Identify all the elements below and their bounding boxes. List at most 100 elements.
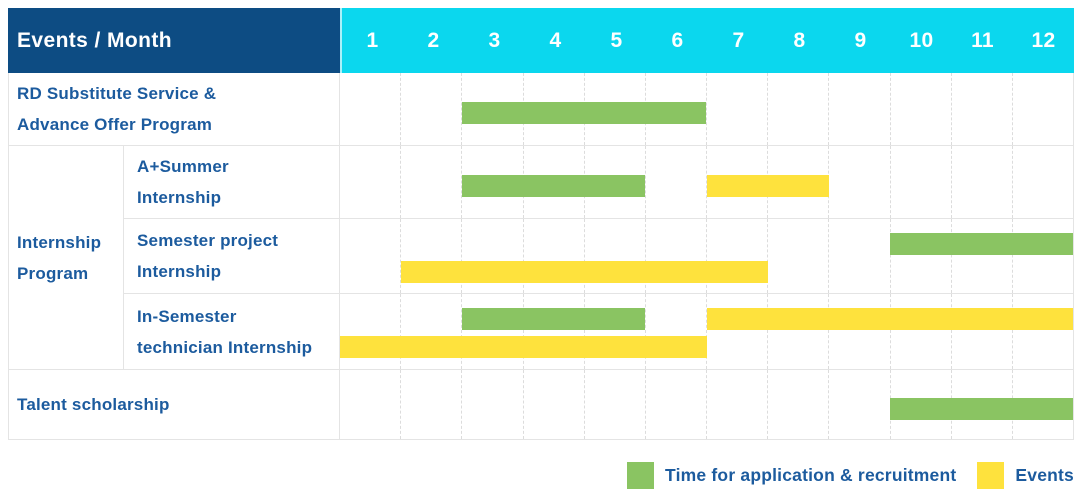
row-timeline (340, 219, 1074, 294)
row-label: In-Semester technician Internship (124, 294, 340, 370)
gantt-bar-yellow (706, 175, 829, 197)
month-gridline-cell (401, 73, 463, 145)
month-gridline-cell (524, 294, 585, 369)
row-label: Talent scholarship (8, 370, 340, 440)
month-gridline-cell (340, 219, 402, 293)
row-label-line: In-Semester (137, 306, 237, 326)
legend-item: Time for application & recruitment (627, 462, 956, 489)
gantt-bar-yellow (401, 261, 768, 283)
month-gridline-cell (462, 219, 524, 293)
row-label-line: A+Summer (137, 157, 229, 176)
legend-swatch-yellow (977, 462, 1005, 489)
legend-label: Time for application & recruitment (665, 465, 957, 485)
month-gridline-cell (952, 146, 1013, 218)
row-label: RD Substitute Service & Advance Offer Pro… (8, 73, 340, 146)
row-label-line: Internship (137, 188, 222, 207)
month-gridline-cell (524, 370, 585, 439)
month-gridline-cell (829, 294, 891, 369)
month-gridline-cell (1013, 73, 1073, 145)
month-gridline-cell (646, 219, 708, 293)
month-gridline-cell (646, 294, 708, 369)
month-gridline-cell (340, 73, 402, 145)
month-gridline-cell (401, 219, 463, 293)
row-timeline (340, 146, 1074, 219)
month-header-cell: 1 (366, 28, 379, 52)
month-gridline-cell (401, 146, 463, 218)
month-gridline-cell (707, 370, 769, 439)
row-timeline (340, 73, 1074, 146)
month-gridline-cell (891, 219, 952, 293)
row-label-line: technician Internship (137, 337, 313, 357)
group-label-line: Internship (17, 232, 102, 252)
gantt-bar-yellow (706, 308, 1073, 330)
legend-swatch-green (627, 462, 655, 489)
row-label-line: Semester project (137, 231, 279, 250)
legend-item: Events (977, 462, 1074, 489)
month-gridline-cell (829, 146, 891, 218)
month-gridline-cell (768, 73, 830, 145)
row-label-line: Internship (137, 262, 222, 281)
gantt-bar-green (889, 233, 1073, 255)
month-header-cell: 11 (971, 28, 994, 52)
group-label-line: Program (17, 263, 89, 283)
month-header-cell: 6 (671, 28, 684, 52)
month-header-cell: 10 (909, 28, 934, 52)
row-timeline (340, 370, 1074, 440)
month-gridline-cell (768, 294, 830, 369)
month-gridline-cell (952, 294, 1013, 369)
month-gridline-cell (1013, 294, 1073, 369)
month-gridline-cell (768, 146, 830, 218)
month-gridline-cell (952, 73, 1013, 145)
month-gridline-cell (768, 370, 830, 439)
row-label-line: RD Substitute Service & (17, 84, 217, 103)
gantt-bar-green (889, 397, 1073, 420)
month-gridline-cell (707, 219, 769, 293)
month-gridline-cell (829, 370, 891, 439)
month-gridline-cell (524, 219, 585, 293)
row-label-line: Talent scholarship (17, 395, 170, 414)
month-header-cell: 5 (610, 28, 623, 52)
legend: Time for application & recruitment Events (8, 462, 1074, 489)
month-gridline-cell (585, 294, 646, 369)
month-gridlines (340, 219, 1073, 293)
month-gridline-cell (585, 219, 646, 293)
gantt-bar-green (462, 308, 646, 330)
month-gridline-cell (1013, 146, 1073, 218)
month-gridlines (340, 294, 1073, 369)
month-header-cell: 4 (549, 28, 562, 52)
month-gridline-cell (646, 370, 708, 439)
month-gridline-cell (646, 73, 708, 145)
gantt-bar-green (462, 102, 707, 124)
month-gridline-cell (707, 73, 769, 145)
month-header-cell: 9 (854, 28, 867, 52)
row-label-line: Advance Offer Program (17, 115, 213, 134)
month-gridline-cell (401, 294, 463, 369)
month-header-cell: 7 (732, 28, 745, 52)
gantt-table: Events / Month 1 2 3 4 5 6 7 8 9 10 11 12 RD Substi… (8, 8, 1074, 440)
row-label: Semester project Internship (124, 219, 340, 294)
group-label-internship-program: Internship Program (8, 146, 124, 370)
gantt-bar-green (462, 175, 646, 197)
row-label: A+Summer Internship (124, 146, 340, 219)
month-gridline-cell (585, 370, 646, 439)
month-gridline-cell (707, 294, 769, 369)
month-header-cell: 3 (488, 28, 501, 52)
row-timeline (340, 294, 1074, 370)
month-gridline-cell (340, 146, 402, 218)
month-gridline-cell (891, 146, 952, 218)
month-gridline-cell (646, 146, 708, 218)
month-gridline-cell (340, 294, 402, 369)
events-month-header: Events / Month (8, 8, 340, 73)
gantt-bar-yellow (340, 336, 707, 358)
month-gridline-cell (340, 370, 402, 439)
month-header-row: 1 2 3 4 5 6 7 8 9 10 11 12 (340, 8, 1074, 73)
month-gridline-cell (829, 73, 891, 145)
month-gridline-cell (952, 219, 1013, 293)
month-gridline-cell (891, 73, 952, 145)
month-header-cell: 8 (793, 28, 806, 52)
month-gridline-cell (401, 370, 463, 439)
month-gridline-cell (462, 294, 524, 369)
month-gridline-cell (768, 219, 830, 293)
month-gridline-cell (829, 219, 891, 293)
